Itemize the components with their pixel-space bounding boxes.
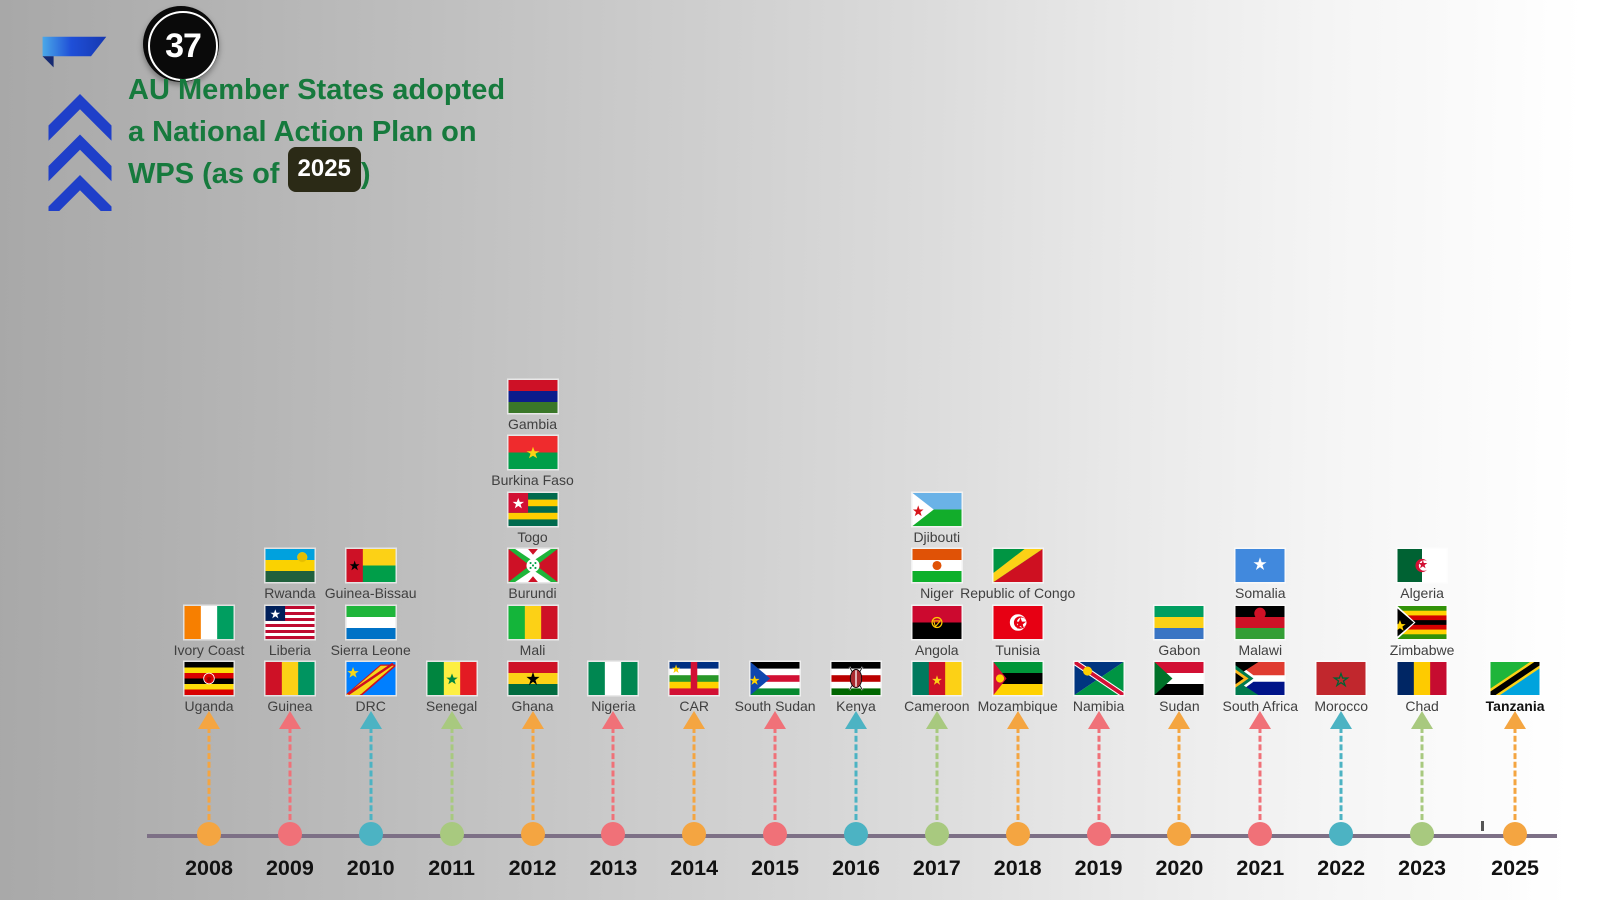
- svg-text:♕: ♕: [206, 676, 212, 684]
